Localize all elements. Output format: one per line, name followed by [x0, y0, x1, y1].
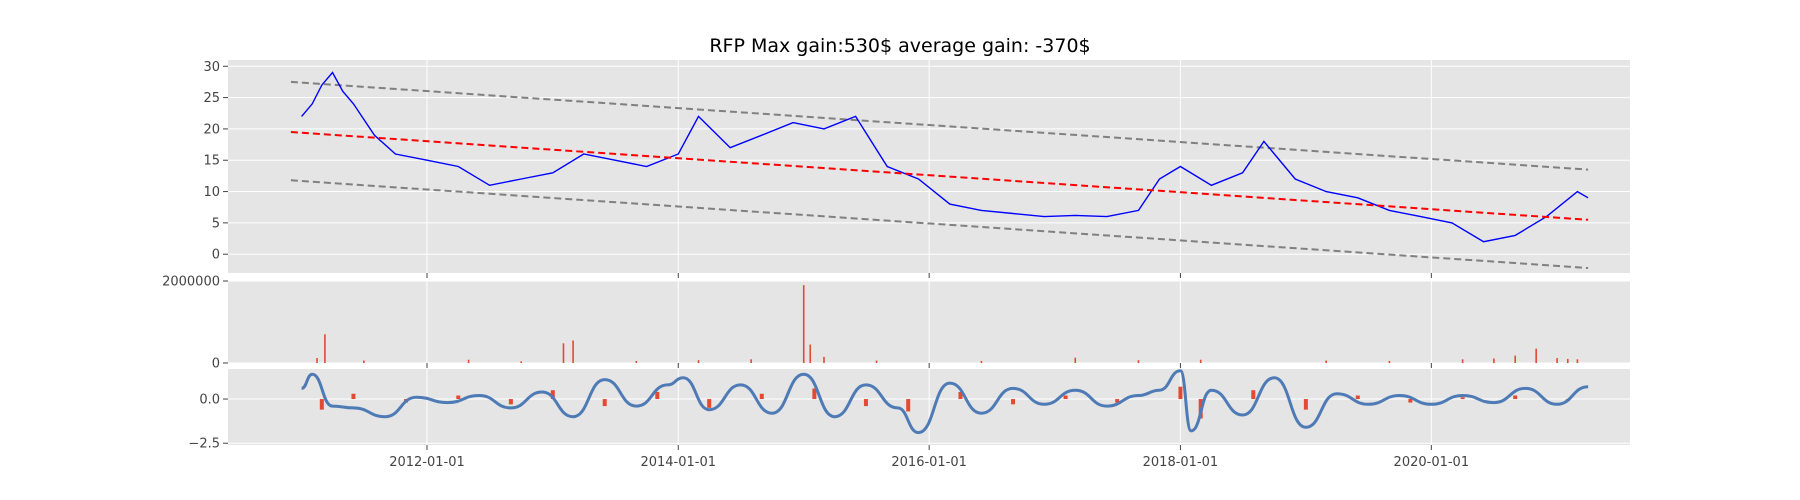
oscillator-bar	[550, 390, 555, 400]
volume-bar	[572, 340, 574, 363]
volume-bar	[1199, 359, 1202, 363]
y-tick-label: 10	[203, 185, 220, 200]
oscillator-bar	[1303, 399, 1308, 410]
x-tick-label: 2012-01-01	[389, 455, 465, 470]
y-tick-label: 20	[203, 122, 220, 137]
oscillator-bar	[759, 393, 764, 400]
oscillator-bar	[351, 393, 356, 400]
volume-bar	[1137, 360, 1140, 363]
y-tick-label: 0	[212, 357, 220, 372]
volume-bar	[1556, 358, 1558, 363]
y-tick-label: −2.5	[188, 437, 220, 452]
volume-panel: 0 2000000	[162, 275, 1630, 372]
y-tick-label: 25	[203, 91, 220, 106]
oscillator-bar	[906, 399, 911, 412]
volume-bar	[809, 344, 812, 363]
volume-bar	[980, 360, 983, 363]
oscillator-line	[301, 369, 1589, 435]
x-axis: 2012-01-01 2014-01-01 2016-01-01 2018-01-01…	[389, 273, 1469, 470]
volume-bar	[1566, 358, 1569, 363]
trend-line	[290, 131, 1589, 221]
volume-bar	[1461, 359, 1464, 363]
oscillator-bar	[812, 388, 817, 400]
volume-bar	[324, 334, 326, 363]
y-tick-label: 30	[203, 60, 220, 75]
oscillator-bar	[863, 399, 868, 407]
oscillator-bar	[1115, 399, 1120, 403]
oscillator-bar	[1011, 399, 1016, 405]
volume-bar	[1493, 358, 1495, 363]
volume-bar	[875, 360, 878, 363]
volume-bar	[1514, 355, 1517, 363]
lower-band-line	[290, 179, 1589, 269]
volume-bar	[467, 359, 470, 363]
volume-bar	[562, 343, 565, 363]
volume-bar	[697, 360, 700, 363]
volume-bar	[635, 360, 638, 363]
price-line	[301, 71, 1589, 243]
oscillator-bar	[1178, 386, 1183, 400]
oscillator-bar	[655, 391, 660, 400]
oscillator-bar	[1513, 395, 1518, 400]
oscillator-bar	[1460, 397, 1465, 400]
upper-band-line	[290, 80, 1589, 171]
y-tick-label: 0	[212, 248, 220, 263]
x-tick-label: 2016-01-01	[891, 455, 967, 470]
oscillator-panel: −2.5 0.0	[188, 369, 1630, 452]
y-tick-label: 2000000	[162, 275, 220, 290]
oscillator-bar	[319, 399, 324, 410]
price-panel: 0 5 10 15 20 25 30	[203, 60, 1630, 273]
chart-title: RFP Max gain:530$ average gain: -370$	[709, 35, 1090, 57]
volume-bar	[823, 356, 825, 363]
oscillator-bar	[707, 399, 712, 408]
oscillator-bar	[1408, 399, 1413, 403]
volume-bar	[802, 285, 805, 363]
volume-bar	[316, 358, 318, 363]
volume-bar	[1388, 360, 1391, 363]
oscillator-bar	[1355, 395, 1360, 400]
volume-bar	[750, 359, 752, 363]
oscillator-bar	[1251, 390, 1256, 400]
volume-bar	[1074, 357, 1077, 363]
y-tick-label: 15	[203, 154, 220, 169]
volume-bar	[1535, 348, 1537, 363]
y-tick-label: 0.0	[199, 393, 220, 408]
oscillator-bar	[456, 395, 461, 400]
volume-bar	[1325, 360, 1327, 363]
volume-bar	[362, 360, 365, 363]
oscillator-bar	[508, 399, 513, 405]
volume-bar	[520, 361, 522, 363]
oscillator-bar	[602, 399, 607, 407]
oscillator-bar	[1063, 395, 1068, 400]
x-tick-label: 2014-01-01	[640, 455, 716, 470]
x-tick-label: 2020-01-01	[1394, 455, 1470, 470]
y-tick-label: 5	[212, 216, 220, 231]
x-tick-label: 2018-01-01	[1143, 455, 1219, 470]
volume-bar	[1576, 359, 1579, 363]
oscillator-bar	[958, 391, 963, 400]
